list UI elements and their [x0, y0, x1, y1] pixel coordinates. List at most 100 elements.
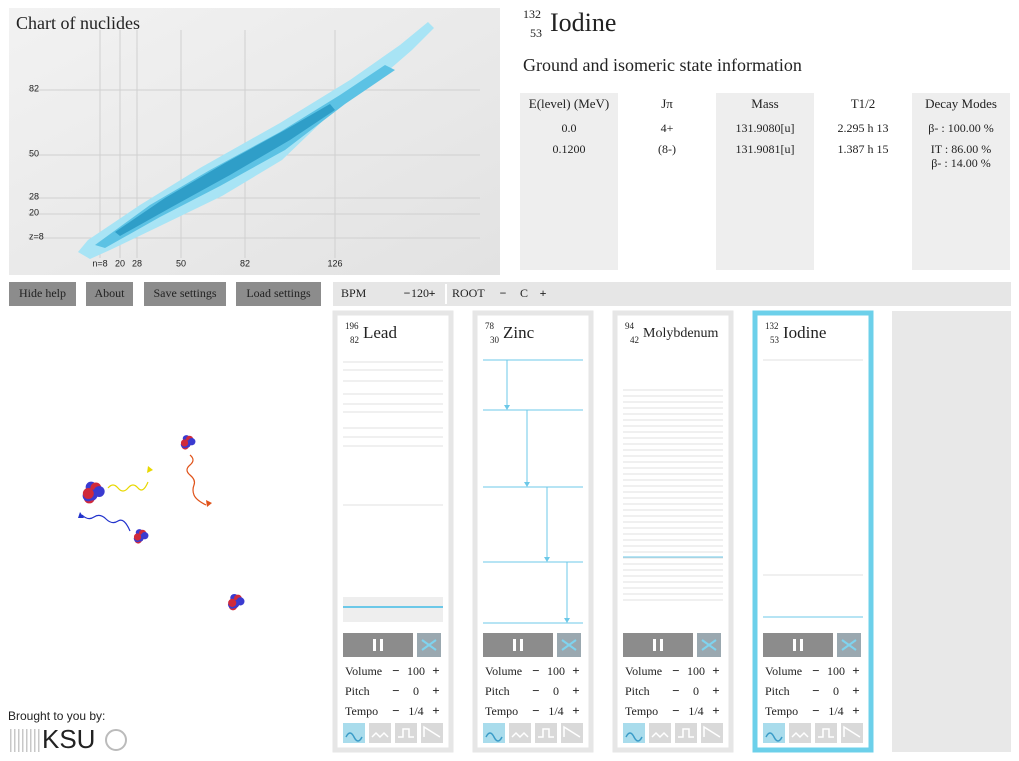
button-label[interactable]: Save settings [154, 286, 217, 300]
waveform-icon [345, 732, 363, 742]
volume-increase[interactable]: + [572, 663, 579, 678]
mass-number: 78 [485, 321, 495, 331]
table-cell: 0.0 [562, 121, 577, 135]
waveform-button[interactable] [395, 723, 417, 743]
pitch-value: 0 [833, 684, 839, 698]
button-label[interactable]: About [95, 286, 126, 300]
volume-decrease[interactable]: − [672, 663, 679, 678]
pause-button[interactable] [483, 633, 553, 657]
root-label: ROOT [452, 286, 485, 300]
waveform-button[interactable] [675, 723, 697, 743]
waveform-icon [511, 731, 529, 739]
tempo-value: 1/4 [688, 704, 703, 718]
z-label: 82 [29, 83, 39, 93]
waveform-icon [678, 728, 694, 738]
button[interactable] [144, 282, 226, 306]
tempo-decrease[interactable]: − [392, 703, 399, 718]
root-decrease[interactable]: − [500, 286, 507, 300]
logo-text: KSU [42, 724, 95, 754]
subtitle: Ground and isomeric state information [523, 55, 802, 75]
pitch-value: 0 [693, 684, 699, 698]
table-column-bg [912, 93, 1010, 270]
transition-head [564, 618, 570, 623]
waveform-icon [791, 731, 809, 739]
chart-title: Chart of nuclides [16, 13, 140, 33]
button-label[interactable]: Hide help [19, 286, 66, 300]
waveform-icon [843, 725, 861, 738]
waveform-button[interactable] [789, 723, 811, 743]
control-label: Tempo [765, 704, 798, 718]
instrument-panel [332, 310, 454, 753]
volume-decrease[interactable]: − [812, 663, 819, 678]
shuffle-icon [841, 639, 857, 651]
n-label: n=8 [92, 258, 107, 268]
column-header: Jπ [661, 96, 673, 111]
control-label: Pitch [485, 684, 510, 698]
photon [186, 454, 207, 506]
waveform-button[interactable] [343, 723, 365, 743]
pause-button[interactable] [623, 633, 693, 657]
bpm-label: BPM [341, 286, 367, 300]
waveform-button[interactable] [763, 723, 785, 743]
tempo-decrease[interactable]: − [812, 703, 819, 718]
atomic-number: 82 [350, 335, 359, 345]
volume-increase[interactable]: + [712, 663, 719, 678]
pitch-decrease[interactable]: − [672, 683, 679, 698]
button[interactable] [236, 282, 321, 306]
z-label: 50 [29, 148, 39, 158]
bpm-decrease[interactable]: − [404, 286, 411, 300]
control-label: Volume [765, 664, 802, 678]
waveform-button[interactable] [649, 723, 671, 743]
tempo-decrease[interactable]: − [532, 703, 539, 718]
button[interactable] [86, 282, 133, 306]
tempo-value: 1/4 [828, 704, 843, 718]
waveform-button[interactable] [535, 723, 557, 743]
root-value: C [520, 286, 528, 300]
root-increase[interactable]: + [540, 286, 547, 300]
tempo-increase[interactable]: + [432, 703, 439, 718]
tempo-value: 1/4 [548, 704, 563, 718]
pitch-increase[interactable]: + [432, 683, 439, 698]
button[interactable] [9, 282, 76, 306]
n-label: 50 [176, 258, 186, 268]
waveform-button[interactable] [623, 723, 645, 743]
volume-increase[interactable]: + [432, 663, 439, 678]
volume-decrease[interactable]: − [392, 663, 399, 678]
tempo-increase[interactable]: + [572, 703, 579, 718]
band-core [115, 104, 335, 236]
volume-decrease[interactable]: − [532, 663, 539, 678]
element-name: Lead [363, 323, 397, 342]
tempo-decrease[interactable]: − [672, 703, 679, 718]
decay-mode: β- : 100.00 % [928, 121, 993, 135]
pitch-decrease[interactable]: − [532, 683, 539, 698]
column-header: Mass [751, 96, 778, 111]
n-label: 126 [327, 258, 342, 268]
pitch-decrease[interactable]: − [812, 683, 819, 698]
pitch-increase[interactable]: + [852, 683, 859, 698]
tempo-increase[interactable]: + [852, 703, 859, 718]
waveform-button[interactable] [815, 723, 837, 743]
waveform-button[interactable] [369, 723, 391, 743]
element-name: Iodine [550, 8, 616, 37]
pause-button[interactable] [343, 633, 413, 657]
waveform-button[interactable] [483, 723, 505, 743]
decay-mode: β- : 14.00 % [931, 156, 990, 170]
z-label: 28 [29, 191, 39, 201]
waveform-icon [818, 728, 834, 738]
waveform-button[interactable] [509, 723, 531, 743]
waveform-icon [703, 725, 721, 738]
element-name: Iodine [783, 323, 826, 342]
photon [107, 481, 149, 492]
logo-bar [14, 729, 16, 752]
pitch-increase[interactable]: + [712, 683, 719, 698]
tempo-increase[interactable]: + [712, 703, 719, 718]
volume-increase[interactable]: + [852, 663, 859, 678]
pause-button[interactable] [763, 633, 833, 657]
empty-slot[interactable] [892, 311, 1011, 752]
pitch-increase[interactable]: + [572, 683, 579, 698]
pitch-decrease[interactable]: − [392, 683, 399, 698]
table-cell: 2.295 h 13 [838, 121, 889, 135]
button-label[interactable]: Load settings [246, 286, 311, 300]
bpm-increase[interactable]: + [429, 286, 436, 300]
atoms [78, 454, 212, 532]
